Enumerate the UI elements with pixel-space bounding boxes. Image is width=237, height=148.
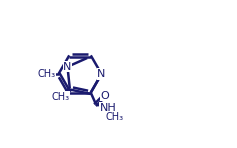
Text: CH₃: CH₃ xyxy=(106,112,124,122)
Text: CH₃: CH₃ xyxy=(51,92,69,102)
Text: N: N xyxy=(63,62,72,72)
Text: CH₃: CH₃ xyxy=(37,69,55,79)
Text: NH: NH xyxy=(100,103,117,113)
Text: O: O xyxy=(100,91,109,101)
Text: N: N xyxy=(97,69,106,79)
